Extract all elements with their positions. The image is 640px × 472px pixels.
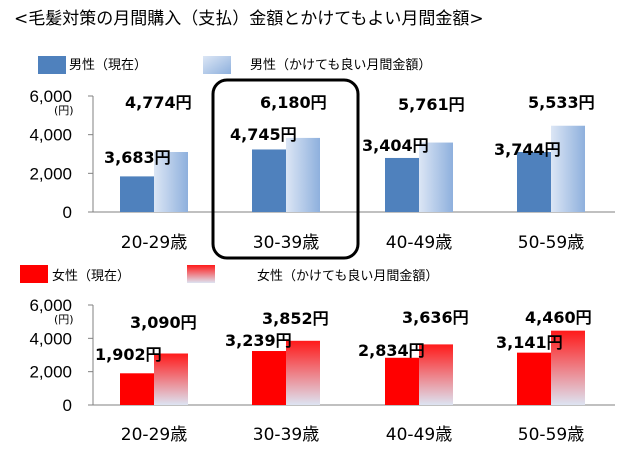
panel2-tick-label-3: 6,000 xyxy=(29,296,72,315)
panel1-data-label-s1-3: 3,404円 xyxy=(362,136,429,155)
panel2-bar-s2-1 xyxy=(154,353,188,405)
panel1-data-label-s1-1: 3,683円 xyxy=(104,148,171,167)
panel1-legend-swatch-1 xyxy=(38,56,66,74)
panel2-bar-s2-4 xyxy=(551,330,585,405)
panel1-data-label-s2-2: 6,180円 xyxy=(260,93,327,112)
panel2-unit-label: (円) xyxy=(54,313,74,326)
panel1-bar-s1-3 xyxy=(385,157,419,212)
panel2-data-label-s1-3: 2,834円 xyxy=(358,341,425,360)
panel2-data-label-s2-4: 4,460円 xyxy=(525,308,592,327)
panel2-tick-label-1: 2,000 xyxy=(29,363,72,382)
panel1-bar-s1-1 xyxy=(120,176,154,212)
panel1-tick-label-2: 4,000 xyxy=(29,126,72,145)
panel1-bar-s2-4 xyxy=(551,125,585,212)
panel2-tick-label-2: 4,000 xyxy=(29,329,72,348)
panel1-data-label-s2-1: 4,774円 xyxy=(125,93,192,112)
panel2-data-label-s2-3: 3,636円 xyxy=(402,308,469,327)
panel2-data-label-s1-2: 3,239円 xyxy=(225,331,292,350)
panel1-data-label-s2-3: 5,761円 xyxy=(398,95,465,114)
panel1-unit-label: (円) xyxy=(54,104,74,117)
panel2-data-label-s1-1: 1,902円 xyxy=(95,345,162,364)
panel2-legend-swatch-2 xyxy=(187,265,215,283)
panel1-bar-s1-2 xyxy=(252,149,286,212)
panel2-data-label-s2-1: 3,090円 xyxy=(130,313,197,332)
panel2-legend-swatch-1 xyxy=(20,265,48,283)
panel2-data-label-s2-2: 3,852円 xyxy=(262,309,329,328)
chart-title: <毛髪対策の月間購入（支払）金額とかけてもよい月間金額> xyxy=(14,9,484,29)
panel1-category-label-3: 40-49歳 xyxy=(386,233,452,253)
panel1-legend-label-1: 男性（現在） xyxy=(69,58,147,73)
panel1-bar-s2-2 xyxy=(286,137,320,212)
panel1-tick-label-0: 0 xyxy=(63,203,72,222)
panel1-bar-s2-1 xyxy=(154,152,188,212)
panel2-category-label-3: 40-49歳 xyxy=(386,425,452,445)
panel1-legend-swatch-2 xyxy=(203,56,231,74)
panel1-category-label-1: 20-29歳 xyxy=(121,233,187,253)
panel2-bar-s1-4 xyxy=(517,352,551,405)
highlight-box xyxy=(211,78,360,260)
panel2-tick-label-0: 0 xyxy=(63,396,72,415)
panel1-data-label-s1-2: 4,745円 xyxy=(230,125,297,144)
panel1-legend-label-2: 男性（かけても良い月間金額） xyxy=(250,57,431,73)
panel1-tick-label-3: 6,000 xyxy=(29,87,72,106)
panel1-bar-s1-4 xyxy=(517,151,551,212)
panel2-data-label-s1-4: 3,141円 xyxy=(496,333,563,352)
panel2-bar-s1-2 xyxy=(252,351,286,405)
panel2-bar-s1-1 xyxy=(120,373,154,405)
panel2-bar-s1-3 xyxy=(385,357,419,405)
panel2-category-label-2: 30-39歳 xyxy=(253,425,319,445)
panel1-tick-label-1: 2,000 xyxy=(29,164,72,183)
panel1-data-label-s2-4: 5,533円 xyxy=(528,93,595,112)
panel1-data-label-s1-4: 3,744円 xyxy=(494,140,561,159)
panel2-category-label-4: 50-59歳 xyxy=(518,425,584,445)
panel2-legend-label-2: 女性（かけても良い月間金額） xyxy=(257,268,438,284)
panel1-bar-s2-3 xyxy=(419,142,453,212)
panel2-bar-s2-2 xyxy=(286,340,320,405)
panel2-bar-s2-3 xyxy=(419,344,453,405)
panel1-category-label-4: 50-59歳 xyxy=(518,233,584,253)
panel1-category-label-2: 30-39歳 xyxy=(253,233,319,253)
panel2-category-label-1: 20-29歳 xyxy=(121,425,187,445)
panel2-legend-label-1: 女性（現在） xyxy=(52,268,130,284)
